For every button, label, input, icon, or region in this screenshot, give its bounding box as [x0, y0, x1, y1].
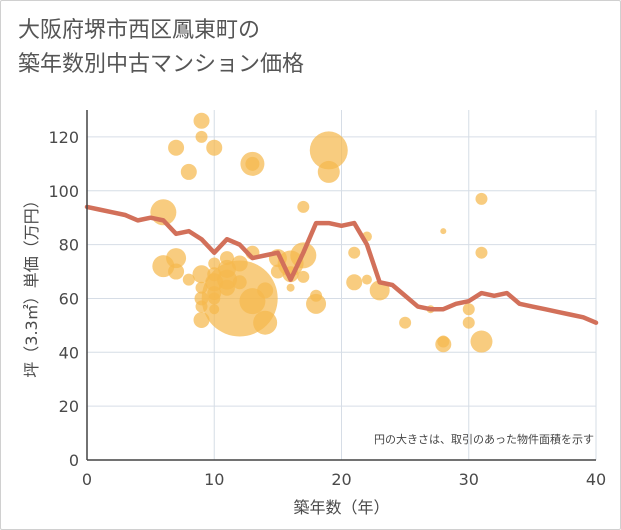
chart-title: 大阪府堺市西区鳳東町の 築年数別中古マンション価格 — [18, 18, 305, 77]
x-tick-label: 0 — [82, 470, 92, 489]
data-bubble — [168, 139, 185, 156]
data-bubble — [232, 275, 247, 290]
data-bubble — [195, 130, 208, 143]
size-note: 円の大きさは、取引のあった物件面積を示す — [374, 432, 594, 446]
y-tick-label: 0 — [69, 451, 79, 470]
data-bubble — [195, 281, 208, 294]
grid — [87, 110, 597, 460]
data-bubble — [209, 304, 220, 315]
data-bubble — [217, 259, 236, 278]
data-bubble — [399, 316, 412, 329]
data-bubble — [470, 330, 493, 353]
bubble-layer — [150, 112, 493, 353]
x-tick-label: 20 — [331, 470, 351, 489]
data-bubble — [309, 131, 348, 170]
y-tick-label: 80 — [59, 236, 79, 255]
x-tick-label: 10 — [204, 470, 224, 489]
data-bubble — [182, 273, 195, 286]
data-bubble — [168, 263, 185, 280]
tick-labels: 0 20 40 60 80 100 120 0 10 20 30 40 — [48, 128, 606, 489]
data-bubble — [257, 282, 274, 299]
data-bubble — [462, 303, 475, 316]
data-bubble — [207, 267, 222, 282]
data-bubble — [317, 160, 340, 183]
x-axis-label: 築年数（年） — [293, 498, 389, 517]
data-bubble — [297, 270, 310, 283]
data-bubble — [193, 112, 210, 129]
data-bubble — [245, 156, 260, 171]
x-tick-label: 40 — [586, 470, 606, 489]
data-bubble — [193, 312, 210, 328]
y-tick-label: 100 — [48, 182, 79, 201]
x-tick-label: 30 — [459, 470, 479, 489]
data-bubble — [286, 283, 295, 292]
data-bubble — [180, 163, 197, 180]
data-bubble — [297, 200, 310, 213]
data-bubble — [462, 316, 475, 329]
trend-line — [84, 204, 599, 325]
data-bubble — [361, 274, 372, 285]
data-bubble — [166, 248, 187, 269]
data-bubble — [346, 274, 363, 291]
data-bubble — [270, 264, 285, 279]
data-bubble — [310, 289, 323, 302]
y-tick-label: 40 — [59, 343, 79, 362]
data-bubble — [475, 246, 488, 259]
y-axis-label: 坪（3.3㎡）単価（万円） — [22, 192, 41, 377]
y-tick-label: 20 — [59, 397, 79, 416]
data-bubble — [208, 292, 221, 305]
y-tick-label: 120 — [48, 128, 79, 147]
trend-layer — [84, 204, 599, 325]
axes — [86, 110, 596, 461]
data-bubble — [218, 279, 235, 296]
y-tick-label: 60 — [59, 289, 79, 308]
data-bubble — [219, 251, 234, 266]
data-bubble — [208, 257, 221, 270]
data-bubble — [253, 310, 278, 335]
data-bubble — [440, 228, 447, 235]
data-bubble — [348, 246, 361, 259]
data-bubble — [475, 192, 488, 205]
data-bubble — [195, 300, 208, 313]
data-bubble — [206, 139, 223, 156]
data-bubble — [437, 335, 450, 348]
data-bubble — [231, 255, 248, 272]
